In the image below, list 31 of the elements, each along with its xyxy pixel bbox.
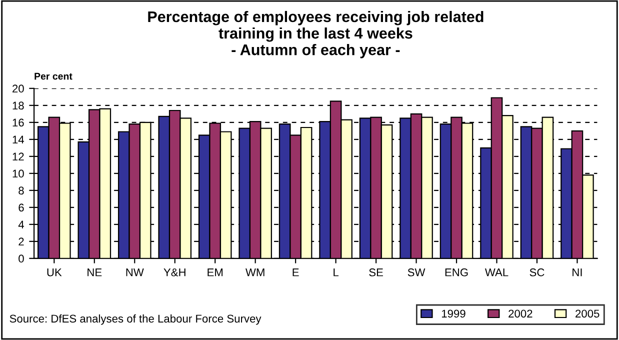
x-tick-label: NI bbox=[572, 268, 582, 276]
y-axis-title: Per cent bbox=[34, 72, 72, 80]
y-tick-label: 12 bbox=[12, 152, 24, 160]
y-tick-label: 18 bbox=[12, 102, 24, 110]
x-tick-label: WAL bbox=[484, 268, 508, 276]
x-tick-label: NW bbox=[126, 268, 144, 276]
legend-label: 2002 bbox=[508, 310, 532, 318]
x-tick-label: SC bbox=[530, 268, 544, 276]
x-tick-label: ENG bbox=[445, 268, 468, 276]
y-tick-label: 16 bbox=[12, 118, 24, 127]
chart-title: Percentage of employees receiving job related training in the last 4 weeks - Autumn of each year - bbox=[148, 10, 484, 58]
x-tick-label: L bbox=[334, 268, 339, 276]
y-tick-label: 0 bbox=[18, 254, 24, 263]
x-tick-label: UK bbox=[47, 268, 62, 276]
y-tick-label: 10 bbox=[12, 170, 24, 178]
x-tick-label: NE bbox=[88, 268, 102, 276]
x-tick-label: EM bbox=[208, 268, 223, 276]
source-note: Source: DfES analyses of the Labour Force Survey bbox=[10, 314, 262, 325]
y-tick-label: 20 bbox=[12, 84, 24, 93]
x-tick-label: WM bbox=[246, 268, 264, 276]
y-tick-label: 8 bbox=[18, 186, 24, 195]
y-tick-label: 6 bbox=[18, 204, 24, 212]
legend-label: 2005 bbox=[576, 310, 600, 318]
y-tick-label: 4 bbox=[18, 220, 24, 228]
x-tick-label: SW bbox=[408, 268, 426, 276]
x-tick-label: SE bbox=[369, 268, 383, 276]
y-tick-label: 2 bbox=[18, 238, 24, 246]
legend-label: 1999 bbox=[442, 310, 466, 318]
x-tick-label: E bbox=[292, 268, 299, 276]
x-tick-label: Y&H bbox=[164, 268, 186, 276]
y-tick-label: 14 bbox=[12, 136, 24, 144]
